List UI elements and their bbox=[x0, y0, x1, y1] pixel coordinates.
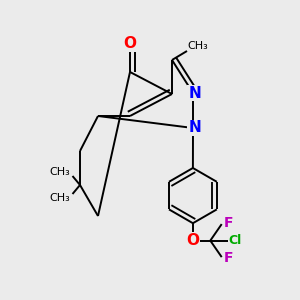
Text: CH₃: CH₃ bbox=[50, 193, 70, 203]
Text: F: F bbox=[224, 216, 233, 230]
Text: CH₃: CH₃ bbox=[188, 40, 208, 51]
Text: O: O bbox=[124, 36, 136, 51]
Text: N: N bbox=[188, 85, 201, 100]
Text: F: F bbox=[224, 251, 233, 265]
Text: CH₃: CH₃ bbox=[50, 167, 70, 177]
Text: N: N bbox=[188, 121, 201, 136]
Text: Cl: Cl bbox=[229, 234, 242, 247]
Text: O: O bbox=[186, 233, 200, 248]
